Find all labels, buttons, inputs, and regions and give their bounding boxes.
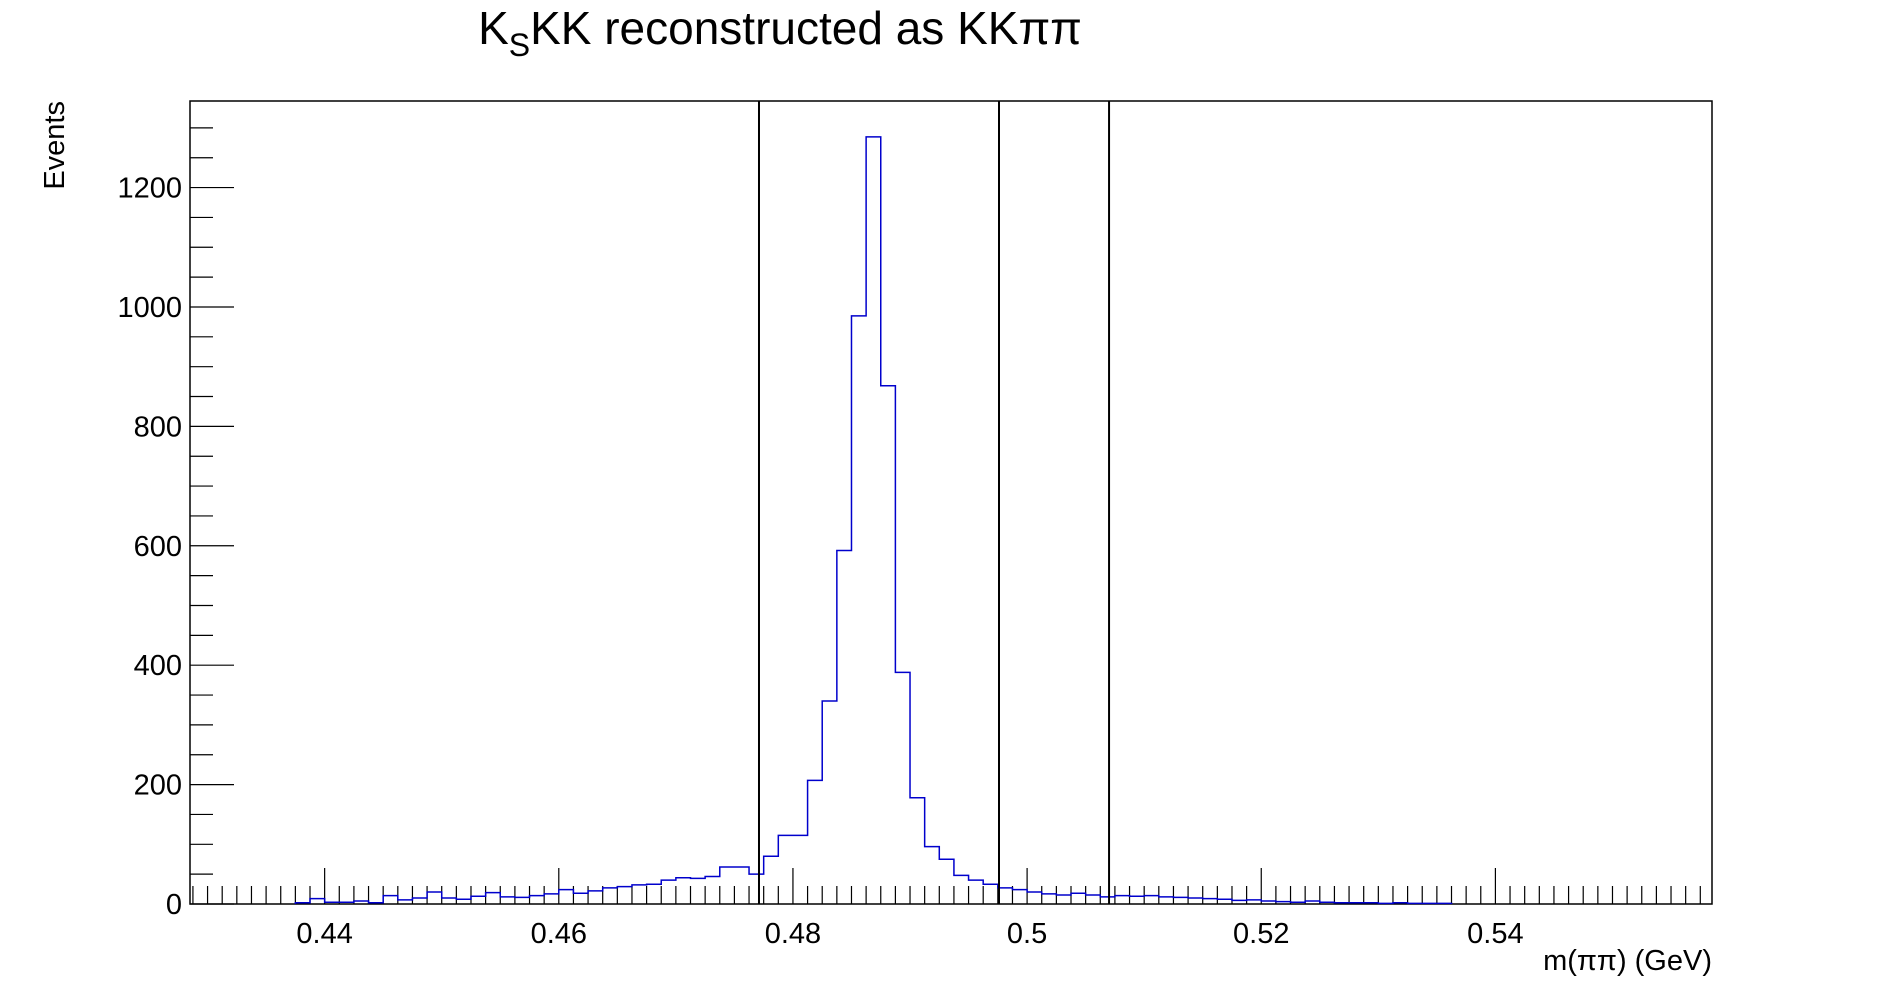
x-tick-label: 0.48 xyxy=(765,918,821,950)
y-tick-label: 1200 xyxy=(117,173,182,205)
y-axis-ticks xyxy=(190,127,234,905)
x-tick-label: 0.44 xyxy=(296,918,352,950)
y-axis-tick-labels: 0 200 400 600 800 1000 1200 xyxy=(117,173,182,921)
y-tick-label: 800 xyxy=(134,411,182,443)
y-tick-label: 600 xyxy=(134,531,182,563)
x-tick-label: 0.52 xyxy=(1233,918,1289,950)
chart-title: KSKK reconstructed as KKππ xyxy=(478,2,1082,63)
x-axis-tick-labels: 0.44 0.46 0.48 0.5 0.52 0.54 xyxy=(296,918,1523,950)
histogram-series xyxy=(294,136,1453,905)
y-tick-label: 400 xyxy=(134,650,182,682)
chart-title-k: K xyxy=(478,2,509,54)
x-tick-label: 0.5 xyxy=(1007,918,1047,950)
chart-title-subscript: S xyxy=(509,27,530,63)
y-axis-title: Events xyxy=(39,101,71,190)
selection-lines xyxy=(757,101,1111,904)
y-tick-label: 200 xyxy=(134,770,182,802)
x-tick-label: 0.54 xyxy=(1467,918,1523,950)
chart-title-rest: KK reconstructed as KKππ xyxy=(530,2,1082,54)
plot-frame xyxy=(189,100,1713,905)
x-axis-title: m(ππ) (GeV) xyxy=(1543,945,1712,977)
y-tick-label: 1000 xyxy=(117,292,182,324)
x-tick-label: 0.46 xyxy=(531,918,587,950)
y-tick-label: 0 xyxy=(166,889,182,921)
